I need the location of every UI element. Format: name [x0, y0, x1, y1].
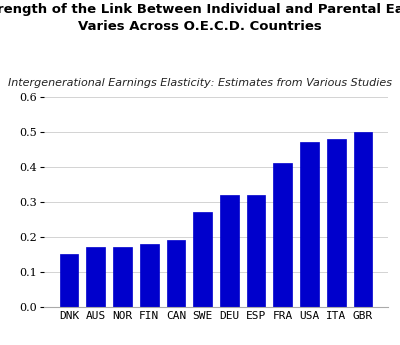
Bar [354, 132, 372, 307]
Text: The Strength of the Link Between Individual and Parental Earnings
Varies Across : The Strength of the Link Between Individ… [0, 3, 400, 33]
Bar [86, 247, 105, 307]
Text: Intergenerational Earnings Elasticity: Estimates from Various Studies: Intergenerational Earnings Elasticity: E… [8, 78, 392, 88]
Bar [247, 195, 266, 307]
Bar [327, 139, 346, 307]
Bar [140, 244, 158, 307]
Bar [166, 240, 185, 307]
Bar [274, 163, 292, 307]
Bar [193, 212, 212, 307]
Bar [113, 247, 132, 307]
Bar [300, 142, 319, 307]
Bar [60, 255, 78, 307]
Bar [220, 195, 239, 307]
